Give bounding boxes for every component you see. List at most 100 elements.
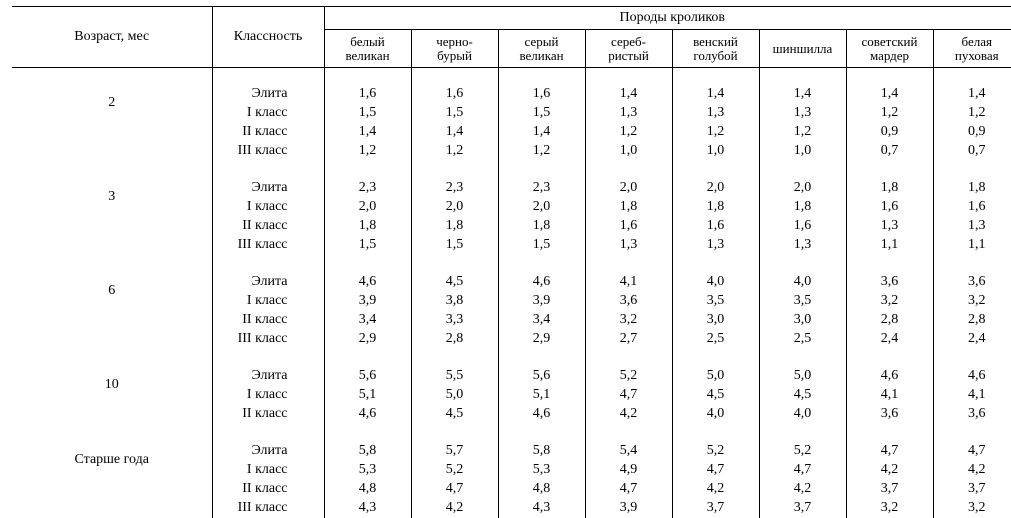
value-cell: 1,8 [672,198,759,217]
value-cell: 1,8 [846,179,933,198]
value-cell: 1,0 [585,142,672,161]
value-cell: 4,3 [324,499,411,518]
gap [498,349,585,367]
age-cell: 10 [12,367,212,424]
value-cell: 3,5 [672,292,759,311]
gap [411,71,498,85]
gap [585,424,672,442]
gap [498,255,585,273]
grade-cell: II класс [212,480,324,499]
value-cell: 3,4 [324,311,411,330]
value-cell: 0,7 [933,142,1011,161]
value-cell: 1,2 [324,142,411,161]
gap [324,424,411,442]
gap [933,255,1011,273]
value-cell: 1,3 [672,236,759,255]
value-cell: 1,3 [759,104,846,123]
gap [759,255,846,273]
gap [411,349,498,367]
value-cell: 5,8 [324,442,411,461]
gap [585,161,672,179]
value-cell: 2,9 [498,330,585,349]
value-cell: 1,3 [846,217,933,236]
value-cell: 3,9 [585,499,672,518]
value-cell: 4,2 [672,480,759,499]
value-cell: 4,0 [672,405,759,424]
value-cell: 2,0 [324,198,411,217]
value-cell: 4,5 [411,405,498,424]
breed-header: сереб-ристый [585,30,672,68]
gap [12,255,212,273]
gap [672,161,759,179]
value-cell: 2,8 [933,311,1011,330]
grade-cell: I класс [212,104,324,123]
value-cell: 1,8 [411,217,498,236]
gap [411,255,498,273]
gap [846,255,933,273]
value-cell: 4,6 [324,273,411,292]
grade-cell: I класс [212,386,324,405]
value-cell: 1,2 [933,104,1011,123]
gap [933,424,1011,442]
value-cell: 4,2 [585,405,672,424]
value-cell: 1,4 [672,85,759,104]
value-cell: 1,4 [759,85,846,104]
grade-cell: Элита [212,179,324,198]
value-cell: 3,6 [933,273,1011,292]
value-cell: 1,5 [498,236,585,255]
value-cell: 3,6 [846,273,933,292]
value-cell: 1,3 [585,236,672,255]
value-cell: 1,0 [672,142,759,161]
value-cell: 5,3 [324,461,411,480]
gap [672,349,759,367]
value-cell: 4,3 [498,499,585,518]
value-cell: 1,8 [585,198,672,217]
grade-cell: III класс [212,142,324,161]
gap [846,424,933,442]
value-cell: 1,6 [672,217,759,236]
gap [846,349,933,367]
grade-cell: III класс [212,499,324,518]
value-cell: 3,2 [933,292,1011,311]
value-cell: 1,4 [411,123,498,142]
value-cell: 4,1 [846,386,933,405]
grade-cell: III класс [212,330,324,349]
value-cell: 4,5 [672,386,759,405]
value-cell: 2,3 [324,179,411,198]
value-cell: 3,4 [498,311,585,330]
gap [672,424,759,442]
value-cell: 1,8 [759,198,846,217]
grade-cell: I класс [212,461,324,480]
value-cell: 4,1 [585,273,672,292]
breed-header: венскийголубой [672,30,759,68]
gap [672,71,759,85]
gap [324,255,411,273]
grade-cell: I класс [212,198,324,217]
gap [846,71,933,85]
breeds-group-header: Породы кроликов [324,7,1011,30]
gap [498,71,585,85]
breed-header: черно-бурый [411,30,498,68]
value-cell: 4,9 [585,461,672,480]
breed-header: белыйвеликан [324,30,411,68]
value-cell: 3,6 [585,292,672,311]
value-cell: 1,8 [324,217,411,236]
value-cell: 4,0 [759,273,846,292]
value-cell: 3,0 [672,311,759,330]
gap [759,349,846,367]
value-cell: 1,6 [759,217,846,236]
value-cell: 4,6 [324,405,411,424]
value-cell: 1,4 [498,123,585,142]
age-cell: Старше года [12,442,212,518]
value-cell: 4,2 [933,461,1011,480]
value-cell: 1,4 [324,123,411,142]
value-cell: 1,6 [411,85,498,104]
value-cell: 4,7 [585,386,672,405]
gap [672,255,759,273]
value-cell: 1,5 [498,104,585,123]
value-cell: 2,8 [411,330,498,349]
gap [411,161,498,179]
value-cell: 2,4 [933,330,1011,349]
value-cell: 1,4 [846,85,933,104]
value-cell: 4,0 [672,273,759,292]
